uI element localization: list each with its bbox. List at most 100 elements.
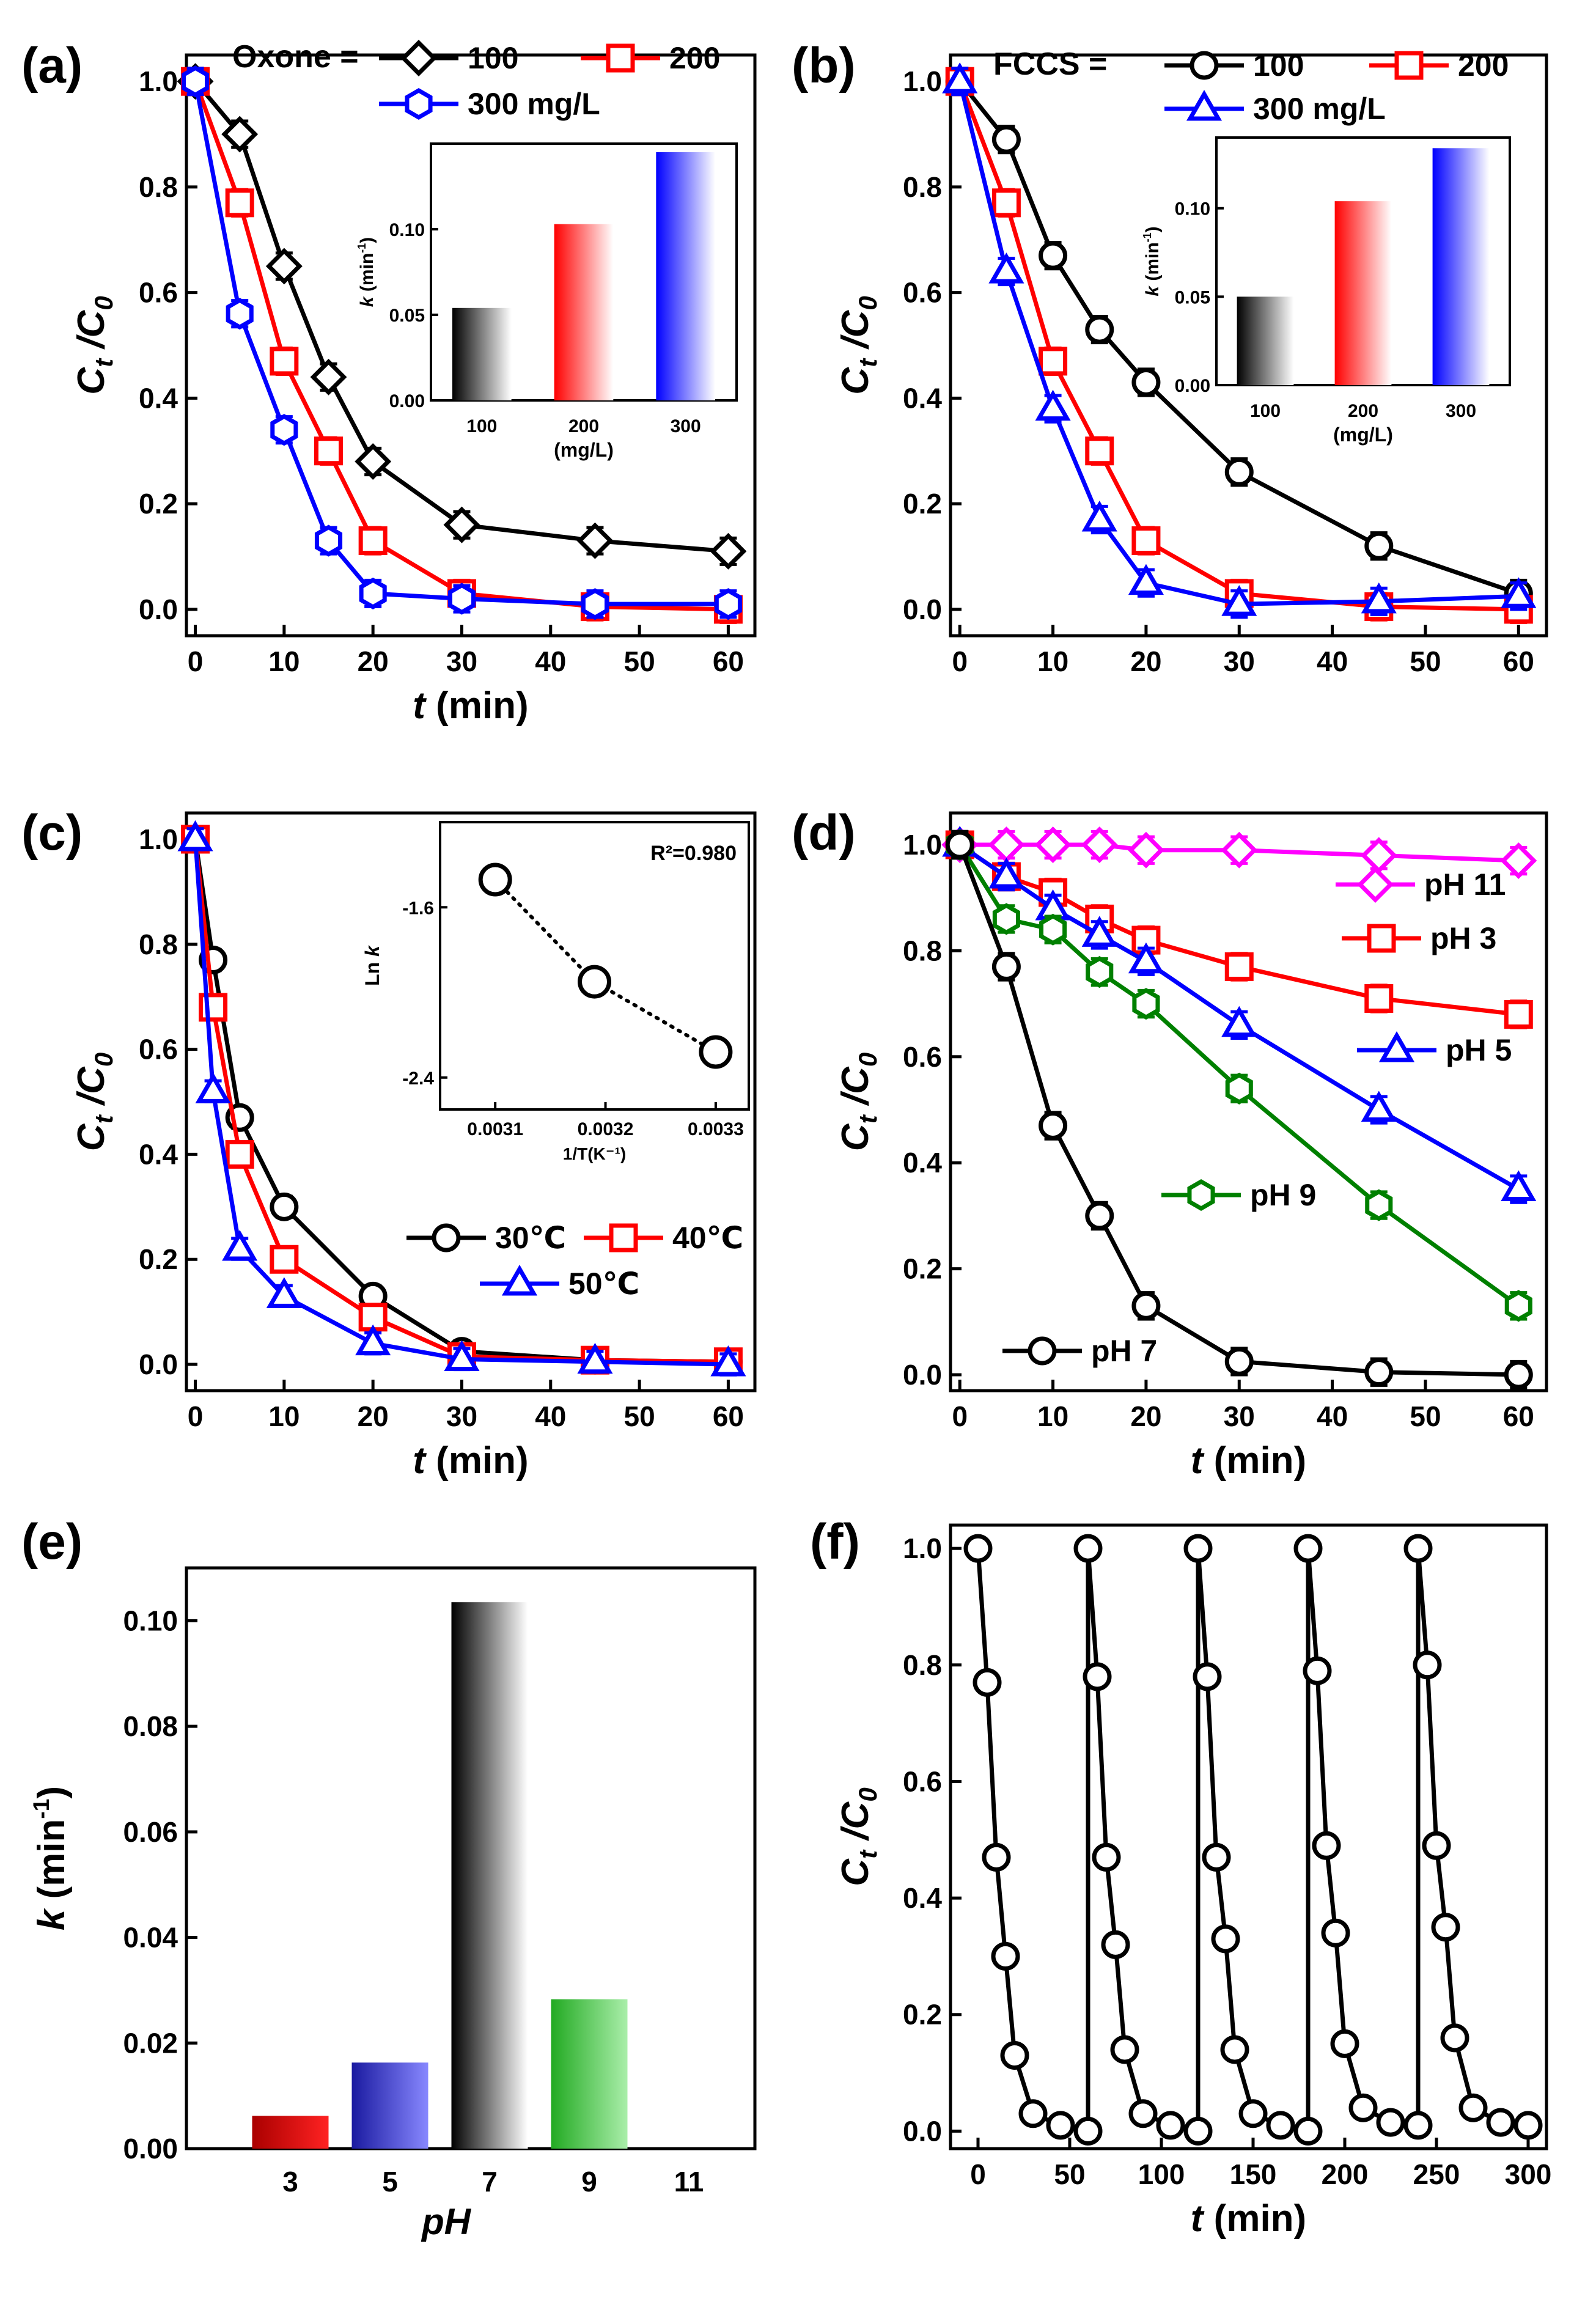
legend-marker bbox=[1186, 89, 1223, 121]
inset-y-tick-label: 0.00 bbox=[389, 391, 425, 411]
x-tick-label: 3 bbox=[282, 2166, 298, 2198]
x-tick-label: 7 bbox=[482, 2166, 498, 2198]
x-tick-label: 60 bbox=[1503, 1400, 1534, 1432]
inset-x-tick-label: 300 bbox=[671, 416, 701, 436]
bar bbox=[452, 307, 512, 400]
x-tick-label: 10 bbox=[268, 1400, 300, 1432]
data-point bbox=[991, 125, 1021, 154]
x-tick-label: 50 bbox=[1410, 1400, 1441, 1432]
data-point bbox=[1221, 1006, 1257, 1037]
legend-marker bbox=[1357, 866, 1394, 903]
data-point bbox=[1211, 1924, 1240, 1954]
bar bbox=[554, 224, 614, 400]
data-point bbox=[355, 443, 392, 480]
inset-bar-chart: 0.00 0.05 0.10 100 200 300 (mg/L) k (min-1) bbox=[1141, 136, 1511, 446]
data-point bbox=[444, 1340, 480, 1371]
data-point bbox=[1081, 916, 1117, 947]
data-point bbox=[181, 65, 210, 98]
panel-label: (c) bbox=[21, 805, 83, 861]
legend-label: pH 3 bbox=[1430, 921, 1496, 955]
y-axis-label: Ct /C0 bbox=[70, 296, 118, 394]
y-tick-label: 0.4 bbox=[903, 382, 942, 414]
data-point bbox=[270, 1192, 299, 1221]
data-point bbox=[1431, 1913, 1460, 1942]
y-tick-label: 0.0 bbox=[903, 1359, 942, 1391]
data-point bbox=[710, 532, 747, 570]
y-tick-label: 1.0 bbox=[139, 823, 178, 855]
y-tick-label: 0.2 bbox=[139, 488, 178, 520]
inset-x-tick-label: 200 bbox=[1348, 401, 1378, 421]
data-point bbox=[1083, 1662, 1112, 1691]
data-point bbox=[1073, 2116, 1103, 2146]
series-line bbox=[193, 79, 729, 554]
inset-y-tick-label: 0.05 bbox=[1175, 287, 1210, 307]
y-tick-label: 0.4 bbox=[903, 1882, 942, 1914]
series-50- bbox=[177, 820, 746, 1377]
data-point bbox=[226, 298, 254, 330]
data-point bbox=[1360, 837, 1397, 874]
x-tick-label: 60 bbox=[713, 1400, 744, 1432]
y-tick-label: 0.08 bbox=[123, 1710, 178, 1742]
data-point bbox=[1183, 2116, 1213, 2146]
data-point bbox=[1018, 2099, 1048, 2128]
y-axis-label: k (min-1) bbox=[356, 237, 377, 307]
data-point bbox=[355, 1324, 391, 1356]
data-point bbox=[973, 1668, 1002, 1697]
data-point bbox=[443, 506, 480, 543]
legend-marker bbox=[1028, 1336, 1057, 1366]
legend-marker bbox=[1367, 924, 1396, 953]
inset-annotation: R²=0.980 bbox=[650, 842, 737, 865]
panel-c: 0 10 20 30 40 50 60 0.0 0.2 0.4 0.6 0.8 1.0 (c) Ct /C0… bbox=[21, 805, 757, 1482]
data-point bbox=[1321, 1918, 1350, 1948]
inset-data-point bbox=[578, 965, 611, 999]
data-point bbox=[1085, 436, 1114, 466]
data-point bbox=[1293, 1534, 1323, 1563]
bar bbox=[1334, 201, 1392, 385]
x-tick-label: 40 bbox=[535, 1400, 566, 1432]
x-tick-label: 10 bbox=[1037, 1400, 1068, 1432]
x-tick-label: 11 bbox=[674, 2166, 704, 2198]
legend-label: 200 bbox=[669, 41, 720, 75]
data-point bbox=[1348, 2093, 1378, 2122]
y-tick-label: 0.4 bbox=[903, 1147, 942, 1179]
inset-x-tick-label: 0.0031 bbox=[467, 1119, 523, 1139]
data-point bbox=[1364, 1358, 1394, 1387]
legend-marker bbox=[432, 1223, 461, 1252]
data-point bbox=[577, 1342, 613, 1374]
y-tick-label: 0.8 bbox=[139, 929, 178, 960]
data-point bbox=[266, 1277, 302, 1308]
inset-y-axis-label: Ln k bbox=[361, 944, 383, 986]
data-point bbox=[1303, 1656, 1332, 1685]
y-axis-label: Ct /C0 bbox=[834, 296, 882, 394]
data-point bbox=[991, 188, 1021, 218]
legend-label: 40℃ bbox=[672, 1221, 743, 1255]
y-tick-label: 0.06 bbox=[123, 1816, 178, 1848]
legend: pH 11 pH 3 pH 5 pH 9 pH 7 bbox=[1002, 866, 1512, 1368]
data-point bbox=[1039, 913, 1067, 946]
data-point bbox=[1504, 1290, 1532, 1322]
panel-a: 0 10 20 30 40 50 60 0.0 0.2 0.4 0.6 0.8 1.0 (a) Ct /C0… bbox=[21, 38, 757, 727]
y-tick-label: 0.10 bbox=[123, 1605, 178, 1636]
data-point bbox=[988, 826, 1025, 863]
inset-y-tick-label: -2.4 bbox=[402, 1069, 434, 1089]
data-point bbox=[1101, 1930, 1130, 1959]
data-point bbox=[1193, 1662, 1222, 1691]
data-point bbox=[1183, 1534, 1213, 1563]
panel-e: 0.00 0.02 0.04 0.06 0.08 0.10 3 5 7 9 11 (e) k (min-… bbox=[21, 1514, 757, 2242]
data-point bbox=[265, 248, 303, 285]
bar bbox=[351, 2062, 428, 2149]
y-tick-label: 0.6 bbox=[903, 277, 942, 309]
x-tick-label: 10 bbox=[1037, 646, 1068, 677]
y-tick-label: 0.4 bbox=[139, 382, 178, 414]
plot-frame bbox=[185, 53, 757, 638]
data-point bbox=[1034, 826, 1072, 863]
series-pH-9 bbox=[946, 828, 1532, 1322]
data-point bbox=[1131, 367, 1161, 397]
data-point bbox=[1085, 315, 1114, 344]
y-axis-label: k (min-1) bbox=[1141, 226, 1163, 296]
data-point bbox=[991, 1941, 1020, 1971]
data-point bbox=[1361, 1091, 1397, 1122]
data-point bbox=[1039, 1111, 1068, 1141]
data-point bbox=[1365, 1189, 1393, 1221]
